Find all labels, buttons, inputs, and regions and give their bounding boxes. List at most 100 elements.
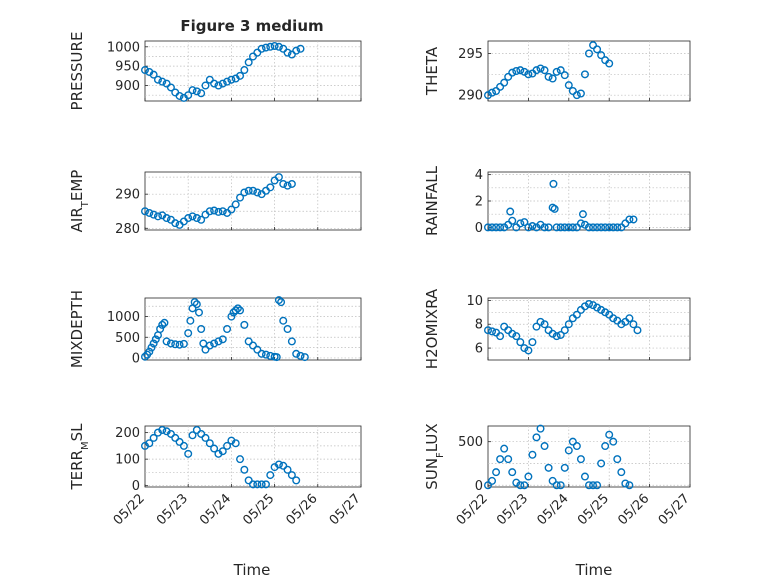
- data-point: [283, 465, 292, 474]
- data-point: [633, 326, 642, 335]
- data-point: [244, 186, 253, 195]
- y-label-subscript: T: [80, 200, 91, 208]
- data-point: [609, 314, 618, 323]
- data-point: [274, 173, 283, 182]
- data-point: [149, 433, 158, 442]
- data-point: [171, 433, 180, 442]
- data-point: [617, 320, 626, 329]
- data-point: [548, 476, 557, 485]
- y-tick-label: 900: [115, 79, 140, 94]
- data-point: [520, 218, 529, 227]
- data-point: [536, 317, 545, 326]
- data-point: [580, 472, 589, 481]
- data-point: [223, 325, 232, 334]
- data-point: [516, 219, 525, 228]
- data-point: [214, 81, 223, 90]
- data-point: [625, 481, 634, 490]
- data-point: [184, 449, 193, 458]
- data-point: [205, 341, 214, 350]
- data-point: [629, 215, 638, 224]
- data-point: [279, 44, 288, 53]
- data-point: [248, 480, 257, 489]
- data-point: [564, 223, 573, 232]
- data-point: [192, 425, 201, 434]
- data-point: [508, 329, 517, 338]
- data-point: [197, 325, 206, 334]
- data-point: [145, 439, 154, 448]
- data-point: [548, 74, 557, 83]
- data-point: [605, 59, 614, 68]
- data-point: [248, 52, 257, 61]
- data-point: [564, 320, 573, 329]
- data-point: [572, 91, 581, 100]
- data-point: [274, 42, 283, 51]
- data-point: [597, 51, 606, 60]
- x-tick-label: 05/26: [615, 491, 652, 528]
- data-point: [585, 299, 594, 308]
- data-point: [197, 429, 206, 438]
- data-point: [261, 350, 270, 359]
- data-point: [556, 481, 565, 490]
- data-point: [296, 44, 305, 53]
- data-point: [585, 223, 594, 232]
- data-point: [540, 66, 549, 75]
- data-point: [540, 442, 549, 451]
- y-label-main: AIR: [68, 207, 86, 232]
- data-point: [201, 433, 210, 442]
- data-point: [192, 300, 201, 309]
- data-point: [231, 200, 240, 209]
- data-point: [244, 58, 253, 67]
- y-label-tail: EMP: [68, 170, 86, 201]
- data-point: [140, 66, 149, 75]
- data-point: [240, 66, 249, 75]
- data-point: [593, 481, 602, 490]
- data-point: [160, 318, 169, 327]
- data-point: [283, 181, 292, 190]
- data-point: [175, 91, 184, 100]
- y-label-main: SUN: [423, 458, 441, 490]
- y-tick-label: 1000: [107, 310, 140, 325]
- data-point: [601, 308, 610, 317]
- data-point: [223, 77, 232, 86]
- data-point: [257, 480, 266, 489]
- axes-box: [144, 297, 362, 361]
- y-tick-label: 1000: [107, 40, 140, 55]
- data-point: [190, 298, 199, 307]
- data-point: [560, 71, 569, 80]
- subplot-5: 0 500 1000 MIXDEPTH: [68, 290, 362, 368]
- data-point: [492, 468, 501, 477]
- data-point: [192, 87, 201, 96]
- data-point: [145, 347, 154, 356]
- data-point: [156, 325, 165, 334]
- data-point: [270, 42, 279, 51]
- x-tick-label: 05/25: [240, 491, 277, 528]
- data-point: [609, 223, 618, 232]
- data-point: [560, 326, 569, 335]
- data-point: [266, 183, 275, 192]
- data-point: [158, 320, 167, 329]
- data-point: [236, 193, 245, 202]
- x-axis-label-right: Time: [575, 561, 613, 579]
- x-axis-label-left: Time: [233, 561, 271, 579]
- data-point: [162, 79, 171, 88]
- data-point: [585, 481, 594, 490]
- data-point: [179, 339, 188, 348]
- y-tick-label: 290: [115, 188, 140, 203]
- data-point: [192, 214, 201, 223]
- y-tick-label: 0: [132, 351, 140, 366]
- data-point: [508, 68, 517, 77]
- data-point: [605, 430, 614, 439]
- data-point: [244, 476, 253, 485]
- data-point: [484, 223, 493, 232]
- data-point: [272, 353, 281, 362]
- data-point: [504, 72, 513, 81]
- data-point: [147, 343, 156, 352]
- data-point: [296, 351, 305, 360]
- data-point: [175, 340, 184, 349]
- y-axis-label: THETA: [423, 46, 441, 96]
- data-point: [506, 207, 515, 216]
- data-point: [549, 179, 558, 188]
- data-point: [613, 455, 622, 464]
- data-point: [166, 83, 175, 92]
